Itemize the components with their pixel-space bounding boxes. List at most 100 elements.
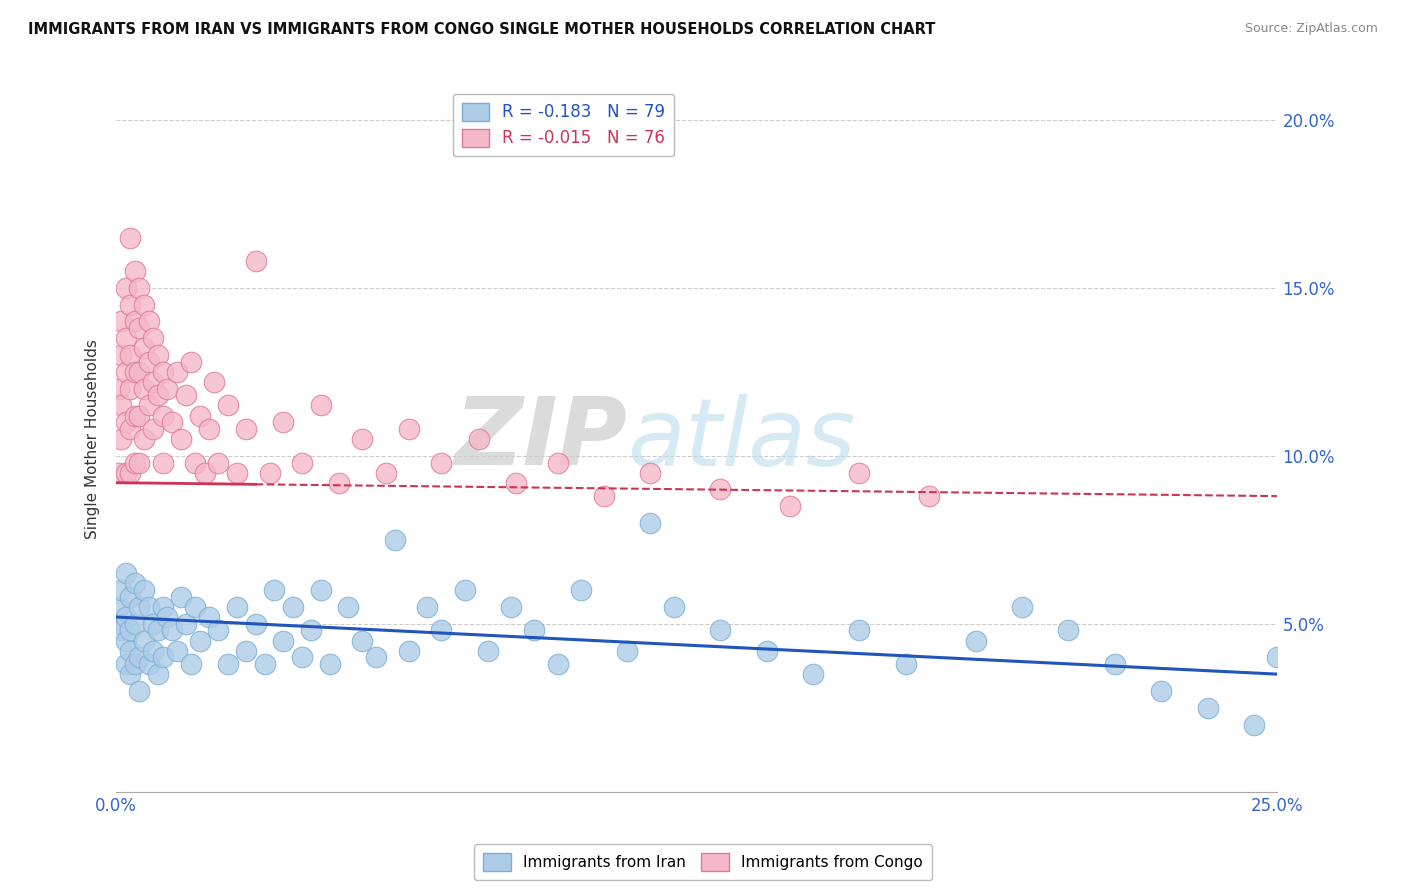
Point [1267,650,1289,665]
Point [398,643,420,657]
Point [1150,684,1173,698]
Point [107,466,129,480]
Point [207,624,229,638]
Point [198,422,221,436]
Point [505,475,527,490]
Point [170,432,193,446]
Point [477,643,499,657]
Point [640,516,662,530]
Point [156,610,179,624]
Point [1197,700,1219,714]
Point [253,657,276,671]
Point [128,281,150,295]
Point [217,399,239,413]
Point [1243,717,1265,731]
Point [801,667,824,681]
Point [273,415,295,429]
Point [207,456,229,470]
Point [114,281,136,295]
Point [114,633,136,648]
Point [110,314,132,328]
Point [319,657,342,671]
Point [467,432,489,446]
Point [124,365,146,379]
Point [226,599,249,614]
Point [640,466,662,480]
Point [593,489,616,503]
Point [142,375,165,389]
Point [110,616,132,631]
Point [174,388,197,402]
Point [894,657,917,671]
Point [709,483,731,497]
Text: atlas: atlas [627,393,855,484]
Point [309,583,332,598]
Point [291,650,314,665]
Point [193,466,215,480]
Point [128,456,150,470]
Point [188,409,211,423]
Point [547,657,569,671]
Point [156,382,179,396]
Point [245,616,267,631]
Text: IMMIGRANTS FROM IRAN VS IMMIGRANTS FROM CONGO SINGLE MOTHER HOUSEHOLDS CORRELATI: IMMIGRANTS FROM IRAN VS IMMIGRANTS FROM … [28,22,935,37]
Point [174,616,197,631]
Point [128,409,150,423]
Point [146,624,169,638]
Point [120,422,142,436]
Point [152,599,174,614]
Point [430,456,453,470]
Point [124,576,146,591]
Point [134,432,156,446]
Point [779,499,801,513]
Point [134,342,156,356]
Point [160,624,183,638]
Point [134,382,156,396]
Point [273,633,295,648]
Point [755,643,778,657]
Point [430,624,453,638]
Point [709,624,731,638]
Point [114,331,136,345]
Point [124,657,146,671]
Text: Source: ZipAtlas.com: Source: ZipAtlas.com [1244,22,1378,36]
Point [124,409,146,423]
Point [128,365,150,379]
Point [120,643,142,657]
Point [138,314,160,328]
Point [138,399,160,413]
Point [128,599,150,614]
Point [120,590,142,604]
Point [1057,624,1080,638]
Point [146,348,169,362]
Point [848,624,870,638]
Point [114,415,136,429]
Point [160,415,183,429]
Point [120,667,142,681]
Point [965,633,987,648]
Point [281,599,304,614]
Point [120,382,142,396]
Point [142,422,165,436]
Legend: R = -0.183   N = 79, R = -0.015   N = 76: R = -0.183 N = 79, R = -0.015 N = 76 [453,94,673,156]
Point [1104,657,1126,671]
Point [235,422,257,436]
Point [128,684,150,698]
Point [217,657,239,671]
Point [120,348,142,362]
Point [1011,599,1033,614]
Point [226,466,249,480]
Point [848,466,870,480]
Point [180,657,202,671]
Point [337,599,360,614]
Point [138,657,160,671]
Point [291,456,314,470]
Point [374,466,396,480]
Text: ZIP: ZIP [454,393,627,485]
Point [309,399,332,413]
Point [134,583,156,598]
Point [120,230,142,244]
Point [114,365,136,379]
Point [299,624,322,638]
Point [110,348,132,362]
